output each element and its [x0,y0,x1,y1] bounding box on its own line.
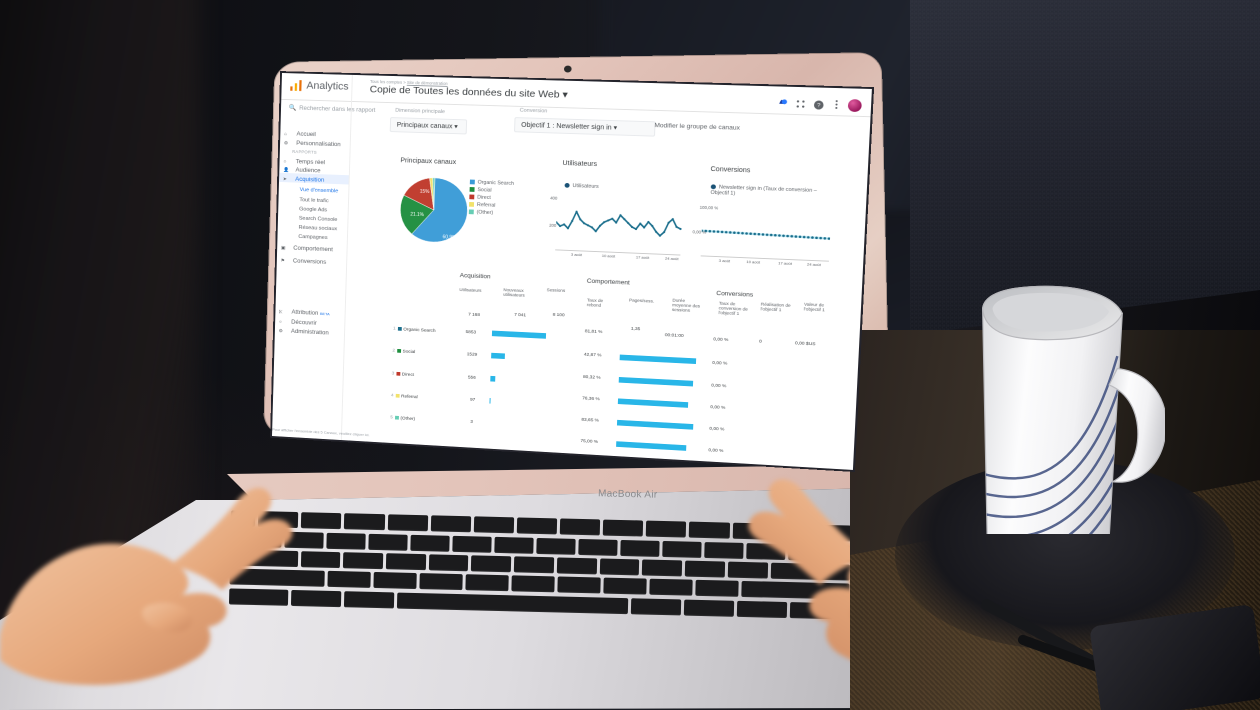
svg-text:60.9%: 60.9% [443,234,457,240]
svg-text:15%: 15% [420,189,430,194]
svg-text:21.1%: 21.1% [410,212,424,218]
